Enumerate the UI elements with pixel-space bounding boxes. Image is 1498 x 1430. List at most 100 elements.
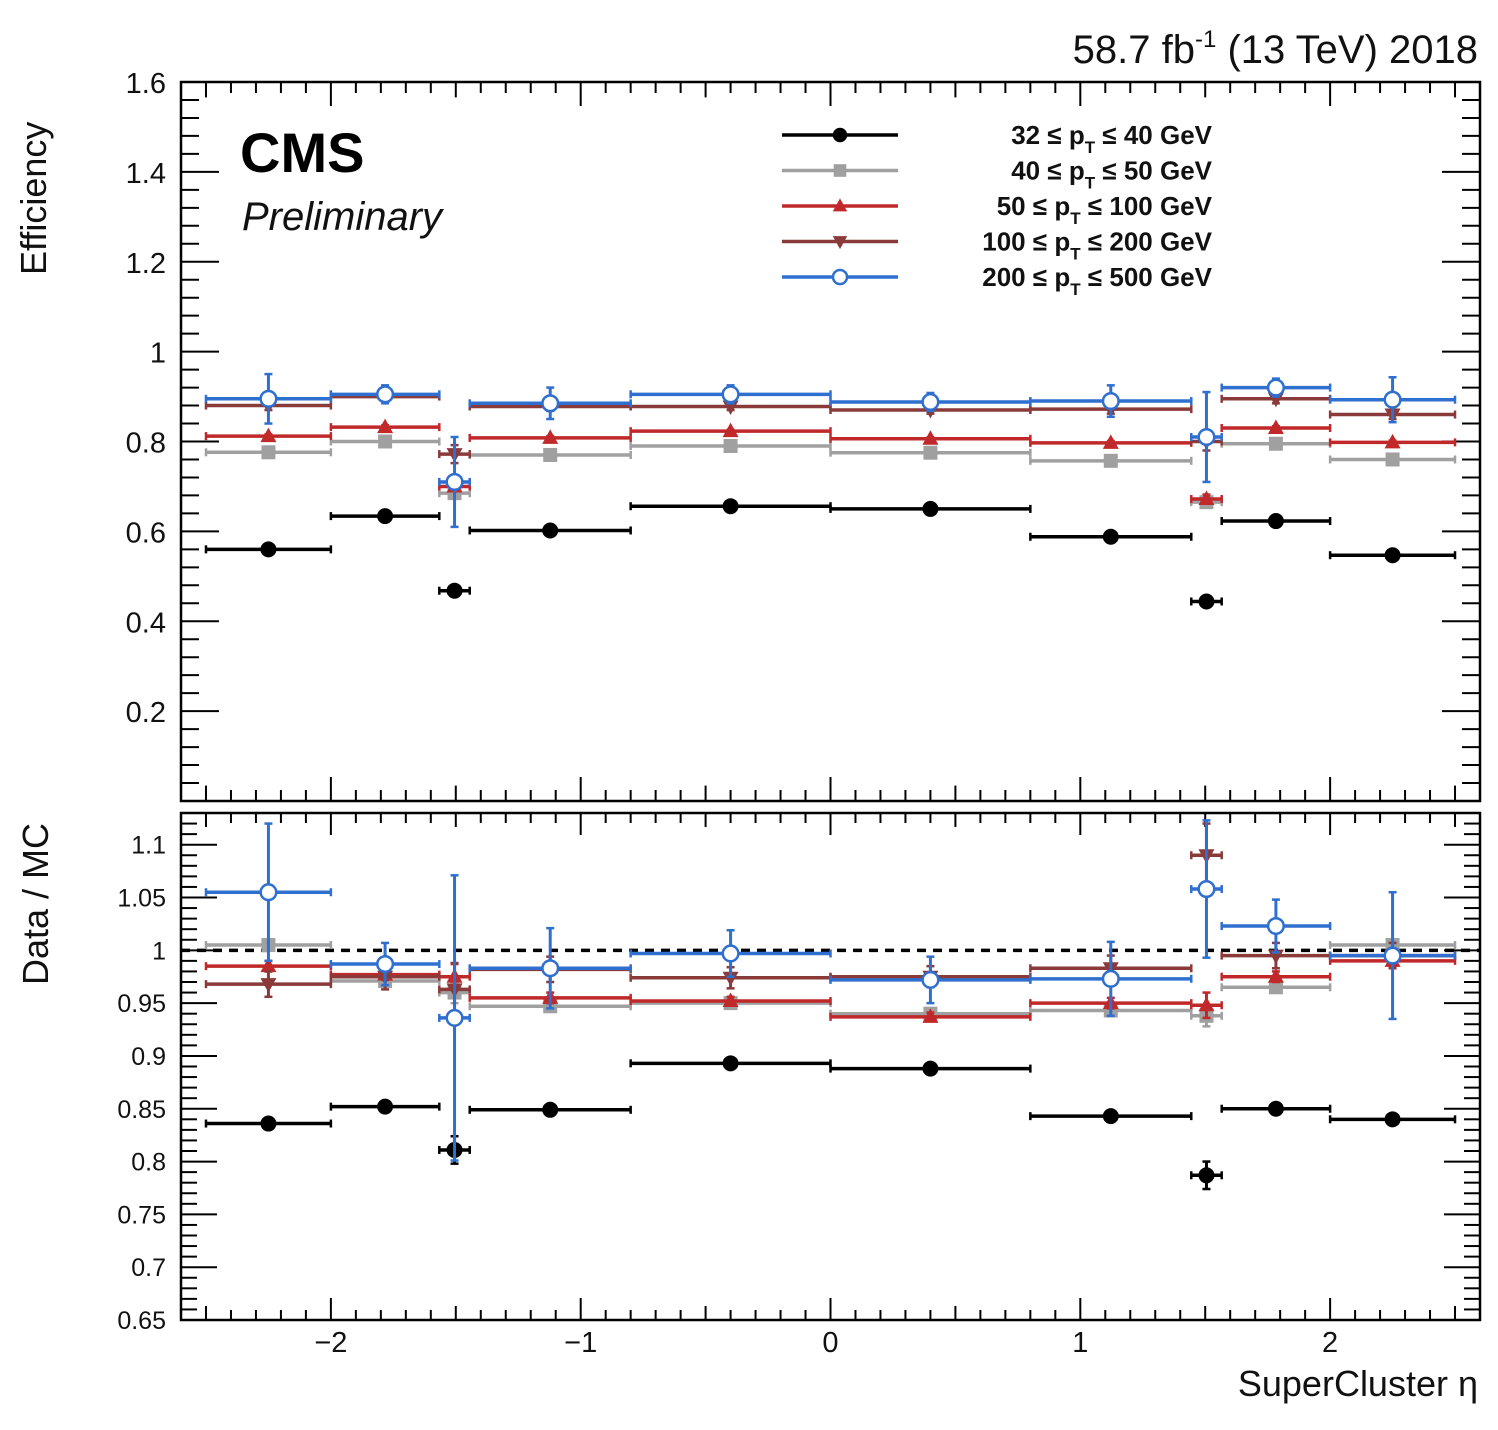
y-tick-label: 0.4 (126, 607, 166, 639)
data-point (1267, 513, 1284, 530)
series-pt200_500 (204, 819, 1457, 1162)
data-point (722, 971, 739, 987)
data-point (543, 447, 558, 462)
data-point (1197, 427, 1216, 447)
data-point (378, 434, 393, 449)
series-pt50_100 (204, 952, 1457, 1023)
legend-label: 100 ≤ pT ≤ 200 GeV (982, 227, 1212, 264)
data-point (1266, 378, 1285, 397)
data-point (445, 472, 464, 491)
tick-labels: 0.2 0.4 0.6 0.8 1 1.2 1.4 1.6 0.65 0.7 0.75 0.8 0.85… (117, 68, 1338, 1359)
data-point (1384, 1111, 1401, 1128)
data-point (542, 1101, 559, 1118)
data-point (723, 438, 738, 453)
lumi-value: 58.7 fb (1073, 28, 1195, 72)
data-point (377, 418, 394, 434)
y-tick-label: 0.7 (131, 1254, 166, 1282)
data-point (260, 541, 277, 558)
data-point (446, 582, 463, 599)
series-pt32_40 (204, 498, 1457, 610)
y-tick-label: 0.65 (117, 1307, 166, 1335)
legend-label: 50 ≤ pT ≤ 100 GeV (997, 191, 1213, 228)
axis-ticks (181, 81, 1480, 1321)
legend-entry: 32 ≤ pT ≤ 40 GeV (782, 120, 1213, 157)
data-point (1383, 390, 1402, 409)
data-point (376, 385, 395, 404)
data-point (261, 445, 276, 460)
x-axis-label: SuperCluster η (1238, 1363, 1478, 1404)
data-point (1101, 969, 1120, 988)
data-point (922, 1008, 939, 1023)
legend-label: 200 ≤ pT ≤ 500 GeV (982, 262, 1212, 299)
lumi-superscript: -1 (1195, 26, 1216, 53)
data-point (721, 944, 740, 963)
data-point (923, 445, 938, 460)
y-tick-label: 0.9 (131, 1043, 166, 1071)
data-point (1198, 593, 1215, 610)
data-point (921, 970, 940, 989)
data-point (260, 427, 277, 443)
data-point (377, 508, 394, 525)
data-point (832, 198, 848, 212)
data-point (542, 522, 559, 539)
y-tick-label: 0.95 (117, 990, 166, 1018)
data-point (922, 500, 939, 517)
data-point (833, 164, 847, 177)
y-axis-label-bottom: Data / MC (15, 823, 56, 985)
data-point (376, 954, 395, 974)
x-tick-label: 1 (1072, 1327, 1088, 1359)
data-point (1267, 419, 1284, 435)
x-tick-label: 2 (1322, 1327, 1338, 1359)
data-point (260, 957, 277, 973)
data-point (1198, 996, 1215, 1012)
luminosity-label: 58.7 fb-1 (13 TeV) 2018 (1073, 26, 1478, 72)
data-point (377, 1098, 394, 1115)
data-point (722, 498, 739, 515)
data-point (542, 429, 559, 444)
data-point (1384, 547, 1401, 564)
data-point (832, 127, 848, 143)
data-point (1102, 528, 1119, 545)
x-tick-label: 0 (822, 1327, 838, 1359)
y-tick-label: 0.8 (126, 428, 166, 460)
data-point (722, 992, 739, 1008)
data-point (1103, 453, 1118, 468)
x-tick-label: −1 (564, 1327, 597, 1359)
data-point (260, 1115, 277, 1132)
y-tick-label: 1 (152, 937, 166, 965)
series-pt50_100 (204, 418, 1457, 506)
preliminary-label: Preliminary (242, 195, 445, 239)
cms-label: CMS (240, 121, 364, 184)
y-tick-label: 1.4 (126, 158, 166, 190)
data-point (260, 978, 277, 993)
data-point (1197, 880, 1216, 899)
data-point (831, 268, 849, 286)
legend-entry: 100 ≤ pT ≤ 200 GeV (782, 227, 1213, 264)
y-tick-label: 0.75 (117, 1201, 166, 1229)
legend-label: 40 ≤ pT ≤ 50 GeV (1011, 156, 1212, 193)
data-point (1268, 436, 1283, 451)
data-point (259, 389, 278, 408)
data-point (1267, 968, 1284, 983)
y-tick-label: 0.6 (126, 517, 166, 549)
series-pt32_40 (204, 1055, 1457, 1191)
legend-entry: 40 ≤ pT ≤ 50 GeV (782, 156, 1213, 193)
lumi-tail: (13 TeV) 2018 (1216, 28, 1478, 72)
y-tick-label: 1.1 (131, 832, 166, 860)
series-pt200_500 (204, 372, 1457, 529)
data-point (1266, 916, 1285, 936)
y-tick-label: 0.85 (117, 1096, 166, 1124)
data-point (1198, 1167, 1215, 1184)
y-tick-label: 1.2 (126, 248, 166, 280)
y-tick-label: 1 (150, 338, 166, 370)
data-point (921, 392, 940, 412)
data-point (259, 883, 278, 902)
y-axis-label-top: Efficiency (13, 122, 54, 275)
series-pt40_50 (204, 434, 1457, 510)
data-point (445, 1008, 464, 1027)
y-tick-label: 0.8 (131, 1149, 166, 1177)
data-point (922, 1060, 939, 1077)
x-tick-label: −2 (314, 1327, 347, 1359)
data-point (541, 394, 560, 413)
